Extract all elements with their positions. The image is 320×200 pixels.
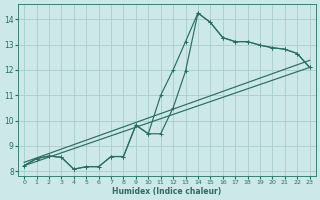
X-axis label: Humidex (Indice chaleur): Humidex (Indice chaleur) [112, 187, 221, 196]
